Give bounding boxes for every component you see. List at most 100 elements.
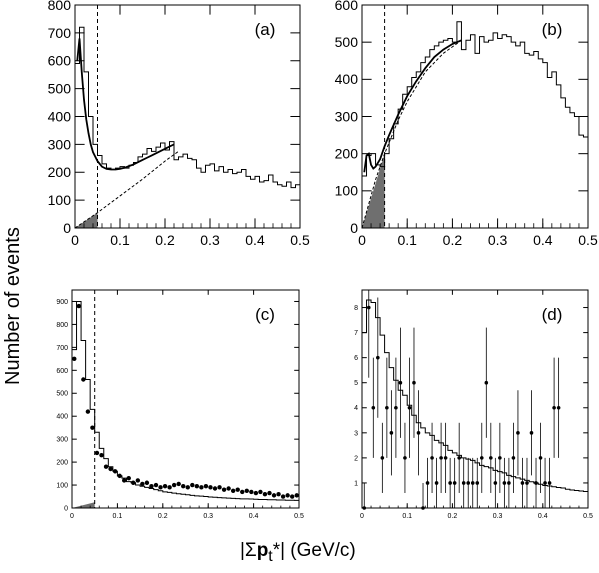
histogram <box>71 300 299 508</box>
data-point <box>94 450 100 456</box>
data-point <box>534 481 538 485</box>
x-tick-label: 0.1 <box>402 513 412 520</box>
y-tick-label: 700 <box>48 25 72 41</box>
data-point <box>153 482 159 488</box>
data-point <box>280 494 286 499</box>
y-tick-label: 1 <box>354 480 358 487</box>
y-tick-label: 100 <box>335 183 359 199</box>
data-point <box>149 484 154 489</box>
data-point <box>112 469 118 474</box>
x-tick-label: 0.3 <box>200 232 220 248</box>
x-tick-label: 0.2 <box>448 513 458 520</box>
data-point <box>538 456 543 460</box>
data-point <box>425 481 430 485</box>
data-point <box>525 481 529 485</box>
data-point <box>285 493 290 498</box>
y-tick-label: 100 <box>48 192 72 208</box>
data-point <box>249 489 254 495</box>
data-point <box>135 478 141 483</box>
x-tick-label: 0.3 <box>493 513 503 520</box>
background-curve <box>74 150 179 229</box>
panel-label: (a) <box>255 20 276 39</box>
data-point <box>416 431 421 435</box>
x-tick-label: 0.5 <box>583 513 593 520</box>
y-tick-label: 8 <box>354 305 358 312</box>
x-tick-label: 0.2 <box>158 513 168 520</box>
data-point <box>380 456 385 460</box>
data-point <box>140 481 145 487</box>
data-point <box>103 464 109 469</box>
data-point <box>552 405 556 410</box>
data-point <box>158 485 163 490</box>
y-tick-label: 100 <box>56 483 68 490</box>
data-point <box>407 405 412 410</box>
shaded-region <box>362 153 385 228</box>
data-point <box>226 486 231 491</box>
y-tick-label: 400 <box>56 414 68 421</box>
fit-curve <box>363 39 462 173</box>
y-tick-label: 500 <box>48 81 72 97</box>
x-tick-label: 0.4 <box>538 513 548 520</box>
panel-label: (b) <box>542 20 563 39</box>
y-tick-label: 500 <box>335 34 359 50</box>
y-tick-label: 800 <box>56 322 68 329</box>
data-point <box>267 490 272 496</box>
x-tick-label: 0 <box>358 232 366 248</box>
data-point <box>475 481 480 485</box>
data-point <box>208 485 213 490</box>
y-tick-label: 0 <box>350 220 358 236</box>
data-point <box>466 481 471 485</box>
shaded-region <box>72 502 95 508</box>
data-point <box>376 355 380 360</box>
data-point <box>235 487 240 492</box>
data-point <box>452 481 457 485</box>
x-tick-label: 0.1 <box>110 232 130 248</box>
plot-frame <box>361 289 589 509</box>
data-point <box>498 456 502 460</box>
y-tick-label: 600 <box>48 53 72 69</box>
y-tick-label: 600 <box>335 0 359 13</box>
panel-b: 0 0.1 0.2 0.3 0.4 0.5 0 100 200 300 400 500 600 (b) <box>335 0 598 248</box>
data-point <box>461 481 466 485</box>
x-tick-label: 0 <box>71 232 79 248</box>
data-point <box>489 456 493 460</box>
data-point <box>162 484 168 489</box>
y-tick-label: 3 <box>354 430 358 437</box>
data-point <box>108 466 113 472</box>
y-tick-label: 700 <box>56 345 68 352</box>
panel-a: 0 0.1 0.2 0.3 0.4 0.5 0 100 200 300 400 500 600 700 80… <box>48 0 310 248</box>
y-tick-label: 5 <box>354 380 358 387</box>
data-point <box>394 405 398 410</box>
panel-d: 0 0.1 0.2 0.3 0.4 0.5 1 2 3 4 5 6 7 8 (d) <box>354 289 593 520</box>
plot-frame <box>71 289 300 509</box>
x-tick-label: 0.1 <box>397 232 417 248</box>
histogram <box>74 26 300 228</box>
data-point <box>412 380 416 385</box>
data-point <box>199 485 204 490</box>
x-tick-label: 0.5 <box>578 232 598 248</box>
y-tick-label: 300 <box>56 437 68 444</box>
y-tick-label: 600 <box>56 368 68 375</box>
y-tick-label: 7 <box>354 330 358 337</box>
data-point <box>493 481 498 485</box>
y-tick-label: 300 <box>48 136 72 152</box>
data-point <box>434 481 439 485</box>
data-point <box>547 481 552 485</box>
data-point <box>221 487 227 492</box>
x-axis-label: |Σpt*| (GeV/c) <box>240 540 356 565</box>
y-tick-label: 800 <box>48 0 72 13</box>
data-point <box>253 490 259 496</box>
data-point <box>262 492 268 497</box>
y-tick-label: 200 <box>56 460 68 467</box>
data-point <box>479 456 484 460</box>
x-tick-label: 0.5 <box>290 232 310 248</box>
data-point <box>230 488 236 493</box>
data-point <box>543 481 547 485</box>
data-point <box>122 478 127 483</box>
x-tick-label: 0.3 <box>488 232 508 248</box>
fit-curve <box>76 38 175 171</box>
y-tick-label: 2 <box>354 455 358 462</box>
data-point <box>389 431 394 435</box>
data-point <box>448 481 452 485</box>
x-tick-label: 0.5 <box>294 513 304 520</box>
